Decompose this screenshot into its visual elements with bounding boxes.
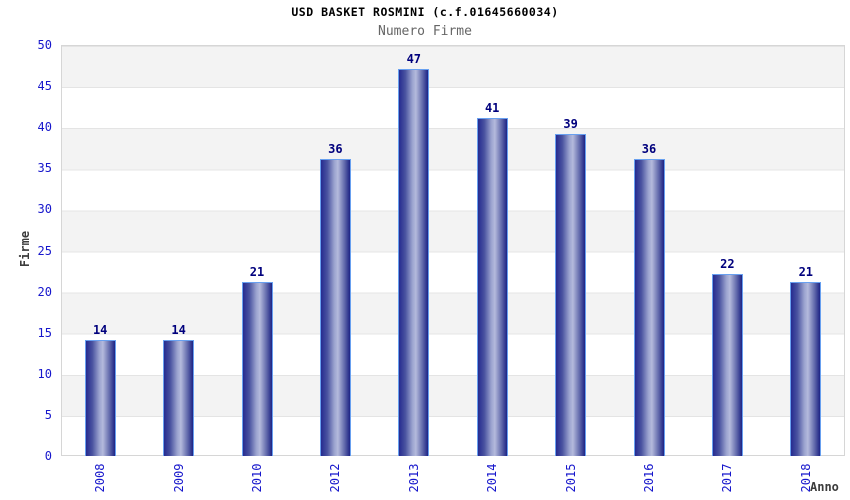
y-tick-label: 0 [44, 449, 52, 463]
y-tick-label: 30 [37, 202, 52, 217]
y-tick-label: 15 [37, 325, 52, 340]
bar-value-label: 36 [641, 142, 657, 157]
x-tick-label-2009: 2009 [171, 463, 186, 493]
bar-2016 [633, 159, 665, 456]
x-axis-title: Anno [810, 480, 839, 494]
bar-value-label: 39 [563, 117, 578, 132]
bar-value-label: 21 [798, 265, 814, 280]
x-tick-label-2014: 2014 [485, 463, 500, 493]
bar-2015 [555, 134, 587, 456]
bar-2010 [241, 282, 273, 456]
bar-value-label: 14 [92, 322, 108, 337]
bar-2014 [476, 117, 508, 456]
y-axis-title: Firme [18, 230, 32, 268]
chart-subtitle: Numero Firme [378, 24, 472, 39]
bar-value-label: 47 [406, 51, 422, 66]
x-tick-label-2012: 2012 [328, 463, 343, 493]
bar-2018 [790, 282, 822, 456]
y-tick-label: 25 [37, 243, 52, 258]
bar-value-label: 36 [328, 142, 343, 157]
bar-value-label: 21 [249, 265, 265, 280]
bar-2008 [84, 339, 116, 456]
y-tick-label: 45 [37, 79, 52, 94]
bar-value-label: 14 [171, 322, 186, 337]
x-tick-label-2010: 2010 [250, 463, 264, 493]
y-tick-label: 50 [37, 38, 52, 52]
bar-2012 [319, 159, 351, 456]
bar-2009 [163, 339, 195, 456]
x-tick-label-2008: 2008 [93, 463, 108, 493]
chart-title: USD BASKET ROSMINI (c.f.01645660034) [291, 5, 559, 19]
y-tick-label: 5 [44, 407, 52, 422]
y-tick-label: 40 [37, 120, 52, 135]
bar-value-label: 41 [484, 100, 500, 115]
y-tick-label: 35 [37, 161, 52, 176]
bar-2013 [398, 68, 430, 456]
x-tick-label-2016: 2016 [642, 463, 656, 493]
x-tick-label-2017: 2017 [720, 463, 735, 493]
y-tick-label: 10 [37, 366, 52, 381]
x-tick-label-2015: 2015 [563, 463, 578, 493]
x-tick-label-2013: 2013 [406, 463, 421, 493]
y-tick-label: 20 [37, 284, 52, 299]
bar-value-label: 22 [720, 257, 735, 272]
bar-2017 [711, 274, 743, 456]
